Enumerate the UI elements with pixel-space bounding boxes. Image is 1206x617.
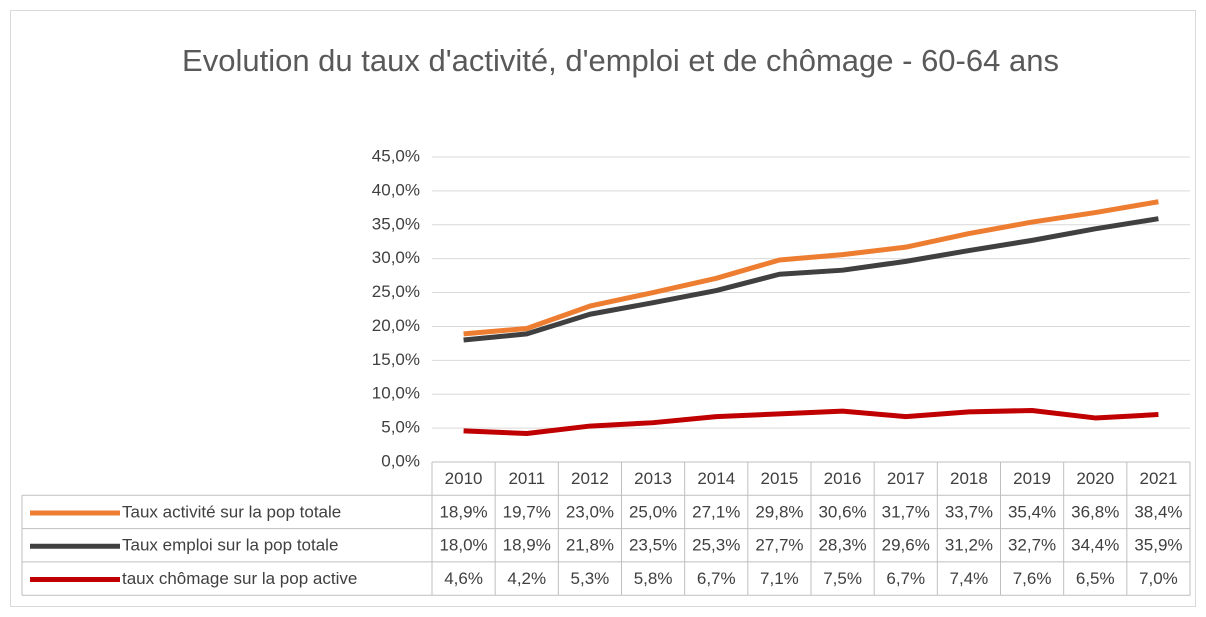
x-tick-label: 2010 bbox=[445, 469, 483, 488]
legend-label: Taux activité sur la pop totale bbox=[122, 502, 341, 521]
data-label: 7,1% bbox=[760, 569, 799, 588]
data-label: 25,0% bbox=[629, 502, 677, 521]
data-label: 29,8% bbox=[755, 502, 803, 521]
data-label: 33,7% bbox=[945, 502, 993, 521]
y-tick-label: 20,0% bbox=[372, 316, 420, 335]
y-tick-label: 15,0% bbox=[372, 350, 420, 369]
data-label: 7,4% bbox=[950, 569, 989, 588]
data-label: 38,4% bbox=[1134, 502, 1182, 521]
data-label: 27,7% bbox=[755, 536, 803, 555]
data-label: 25,3% bbox=[692, 536, 740, 555]
legend-label: taux chômage sur la pop active bbox=[122, 569, 357, 588]
data-label: 7,5% bbox=[823, 569, 862, 588]
data-label: 34,4% bbox=[1071, 536, 1119, 555]
x-tick-label: 2011 bbox=[508, 469, 545, 488]
x-tick-label: 2021 bbox=[1140, 469, 1178, 488]
y-tick-label: 40,0% bbox=[372, 180, 420, 199]
chart-border bbox=[10, 10, 1196, 607]
x-tick-label: 2019 bbox=[1013, 469, 1051, 488]
data-label: 6,7% bbox=[697, 569, 736, 588]
data-label: 31,7% bbox=[882, 502, 930, 521]
x-tick-label: 2020 bbox=[1076, 469, 1114, 488]
data-label: 19,7% bbox=[503, 502, 551, 521]
data-label: 35,9% bbox=[1134, 536, 1182, 555]
data-label: 4,6% bbox=[444, 569, 483, 588]
data-label: 23,0% bbox=[566, 502, 614, 521]
x-tick-label: 2014 bbox=[697, 469, 735, 488]
data-label: 18,9% bbox=[439, 502, 487, 521]
data-label: 32,7% bbox=[1008, 536, 1056, 555]
series-line bbox=[463, 407, 1159, 437]
data-label: 6,5% bbox=[1076, 569, 1115, 588]
y-tick-label: 35,0% bbox=[372, 214, 420, 233]
data-label: 5,3% bbox=[571, 569, 610, 588]
x-tick-label: 2017 bbox=[887, 469, 925, 488]
data-label: 30,6% bbox=[818, 502, 866, 521]
data-label: 35,4% bbox=[1008, 502, 1056, 521]
y-tick-label: 45,0% bbox=[372, 146, 420, 165]
data-label: 18,9% bbox=[503, 536, 551, 555]
data-label: 7,6% bbox=[1013, 569, 1052, 588]
y-tick-label: 5,0% bbox=[381, 418, 420, 437]
data-label: 31,2% bbox=[945, 536, 993, 555]
data-label: 28,3% bbox=[818, 536, 866, 555]
y-tick-label: 25,0% bbox=[372, 282, 420, 301]
data-label: 7,0% bbox=[1139, 569, 1178, 588]
y-tick-label: 0,0% bbox=[381, 451, 420, 470]
data-label: 21,8% bbox=[566, 536, 614, 555]
y-tick-label: 10,0% bbox=[372, 384, 420, 403]
data-label: 29,6% bbox=[882, 536, 930, 555]
x-tick-label: 2012 bbox=[571, 469, 609, 488]
data-label: 5,8% bbox=[634, 569, 673, 588]
x-tick-label: 2015 bbox=[761, 469, 799, 488]
series-line bbox=[463, 216, 1159, 343]
data-label: 23,5% bbox=[629, 536, 677, 555]
y-tick-label: 30,0% bbox=[372, 248, 420, 267]
x-tick-label: 2018 bbox=[950, 469, 988, 488]
data-label: 27,1% bbox=[692, 502, 740, 521]
data-label: 18,0% bbox=[439, 536, 487, 555]
series-line bbox=[463, 199, 1159, 337]
data-label: 4,2% bbox=[507, 569, 546, 588]
x-tick-label: 2013 bbox=[634, 469, 672, 488]
data-label: 6,7% bbox=[886, 569, 925, 588]
legend-label: Taux emploi sur la pop totale bbox=[122, 536, 338, 555]
chart-title: Evolution du taux d'activité, d'emploi e… bbox=[182, 43, 1059, 78]
data-label: 36,8% bbox=[1071, 502, 1119, 521]
x-tick-label: 2016 bbox=[824, 469, 862, 488]
